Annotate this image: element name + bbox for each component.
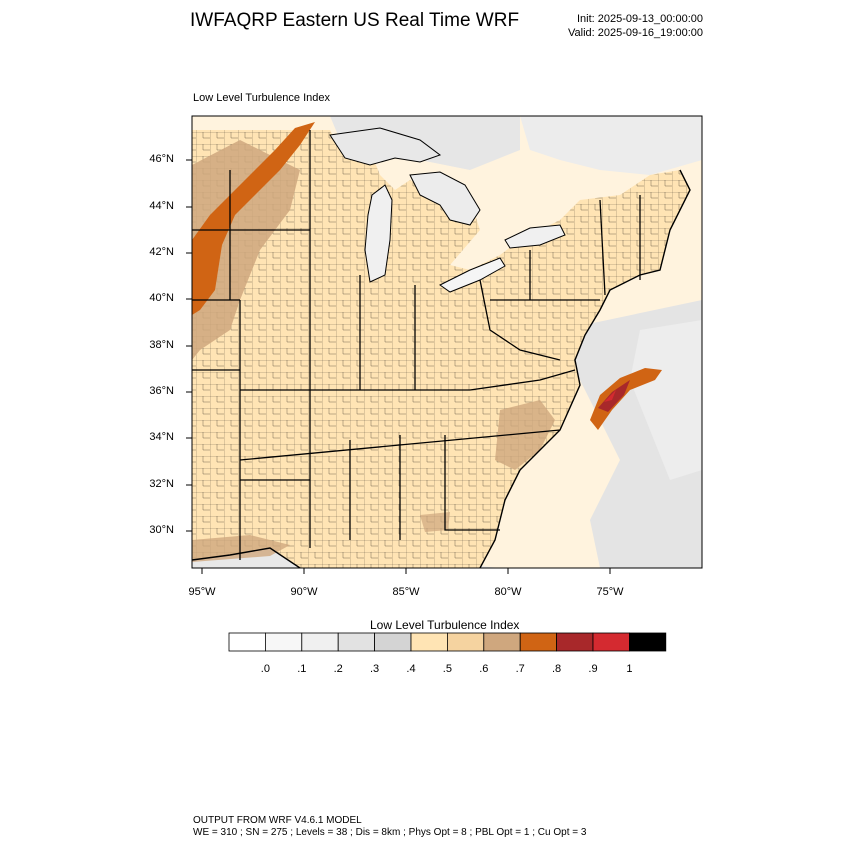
colorbar-label: .0 [260,663,270,675]
lat-label-42: 42°N [149,246,174,258]
lat-label-44: 44°N [149,200,174,212]
valid-time: Valid: 2025-09-16_19:00:00 [568,27,703,39]
lake-huron [409,171,481,226]
lat-label-46: 46°N [149,153,174,165]
lat-label-32: 32°N [149,478,174,490]
panel-title: Low Level Turbulence Index [193,92,330,104]
gulf-coastline [192,547,301,568]
lon-label-75: 75°W [596,586,624,598]
lon-label-85: 85°W [392,586,420,598]
init-time: Init: 2025-09-13_00:00:00 [577,13,703,25]
colorbar-swatch [264,632,303,652]
atlantic-coastline [479,169,691,568]
map-frame [191,115,703,569]
lat-label-38: 38°N [149,339,174,351]
lon-ticks [201,568,611,574]
page-title: IWFAQRP Eastern US Real Time WRF [190,10,520,31]
lon-label-80: 80°W [494,586,522,598]
colorbar-swatch [374,632,412,652]
colorbar-swatch [446,632,485,652]
colorbar-label: .2 [333,663,343,675]
lon-label-90: 90°W [290,586,318,598]
colorbar-swatch [410,632,448,652]
lat-label-36: 36°N [149,385,174,397]
lake-michigan [364,184,393,283]
colorbar-swatch [228,632,266,652]
colorbar-label: .1 [297,663,307,675]
lake-superior [329,127,442,166]
colorbar-label: .8 [552,663,562,675]
colorbar-label: .5 [442,663,452,675]
lat-ticks [186,159,192,532]
colorbar-swatch [301,632,339,652]
colorbar-swatch [337,632,376,652]
colorbar-label: .3 [370,663,380,675]
colorbar-title: Low Level Turbulence Index [370,618,520,632]
state-borders [192,130,641,560]
map-field [192,116,702,568]
colorbar-swatch [483,632,521,652]
lon-label-95: 95°W [188,586,216,598]
footer-config: WE = 310 ; SN = 275 ; Levels = 38 ; Dis … [193,827,587,838]
colorbar-swatch [556,632,594,652]
colorbar [228,632,667,652]
lat-label-34: 34°N [149,431,174,443]
lake-ontario [504,224,566,249]
colorbar-swatch [519,632,558,652]
lat-label-30: 30°N [149,524,174,536]
high-turbulence-band [192,122,315,315]
colorbar-label: .6 [479,663,489,675]
colorbar-label: .9 [588,663,598,675]
lake-erie [439,257,506,293]
footer-model: OUTPUT FROM WRF V4.6.1 MODEL [193,815,362,826]
colorbar-swatch [629,632,667,652]
colorbar-label: .4 [406,663,416,675]
colorbar-label: .7 [515,663,525,675]
colorbar-label: 1 [626,663,633,675]
colorbar-swatch [592,632,630,652]
lat-label-40: 40°N [149,292,174,304]
